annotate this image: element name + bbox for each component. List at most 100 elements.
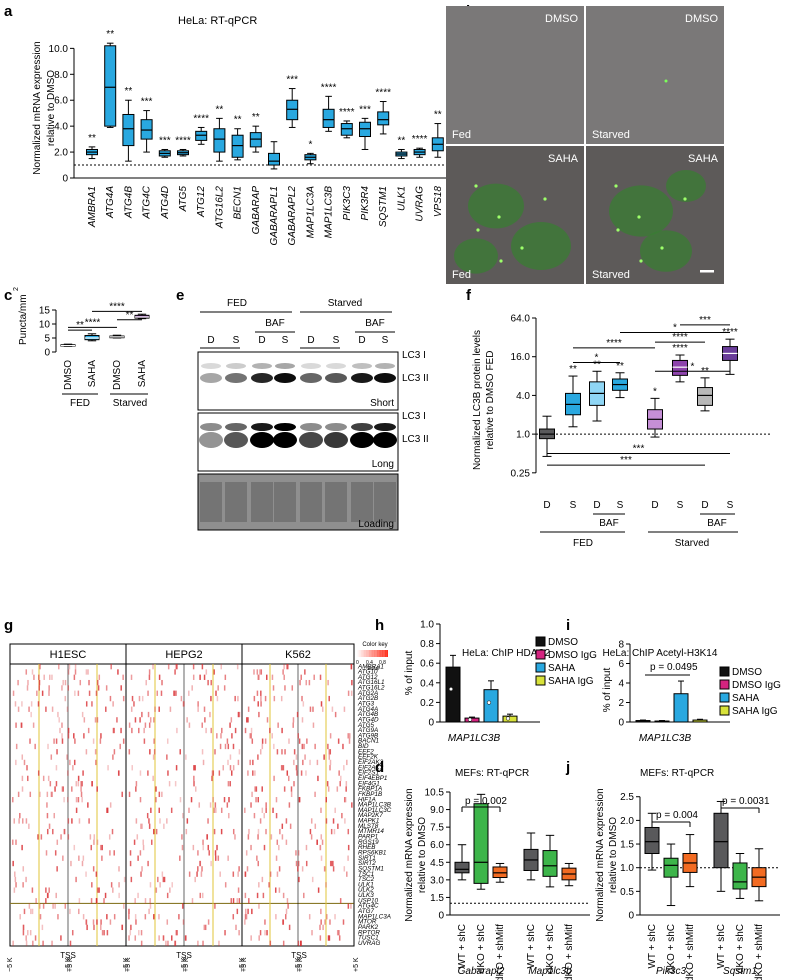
panel-f-signal-2-21-0 [287,775,290,782]
panel-e-xlabel-7: S [727,500,734,511]
panel-f-signal-0-21-1 [27,775,29,782]
panel-f-signal-1-3-2 [207,679,209,686]
panel-c-ylabel: Puncta/mm [18,294,29,345]
panel-f-signal-0-41-3 [118,882,120,888]
panel-f-signal-0-22-7 [55,781,58,787]
panel-f-signal-2-13-1 [250,733,252,739]
panel-f-signal-2-50-5 [336,930,339,936]
panel-f-signal-2-46-1 [244,908,247,915]
panel-f-signal-1-43-3 [137,892,139,899]
panel-a-box-ULK1 [395,148,408,160]
panel-f-signal-2-14-2 [348,738,351,744]
panel-a-box-ATG4B-iqr [122,113,135,147]
panel-f-signal-2-16-5 [327,749,330,755]
panel-f-signal-0-44-3 [45,898,47,904]
panel-f-signal-0-46-3 [78,908,80,915]
panel-f-signal-2-49-0 [322,924,324,931]
panel-f-signal-2-3-3 [327,679,329,686]
panel-f-signal-0-49-6 [86,924,88,931]
panel-f-signal-2-19-3 [281,765,283,771]
panel-f-signal-2-23-3 [290,786,293,792]
panel-f-signal-0-43-2 [118,892,120,899]
panel-f-gene-TUSC1: TUSC1 [358,935,379,942]
panel-c-xlabel-3: SAHA [137,360,148,388]
panel-f-signal-1-41-2 [171,882,173,888]
panel-d-header-baf-2: BAF [365,318,384,329]
panel-f-signal-0-26-0 [46,802,48,808]
panel-d-band-short-lc3ii-0 [200,373,222,383]
panel-a-xlabel-UVRAG: UVRAG [415,186,426,222]
panel-f-signal-1-23-0 [194,786,197,792]
panel-f-signal-1-22-0 [227,781,230,787]
panel-a-box-ATG5 [177,148,189,157]
panel-e-yaxis-label-0: 0.25 [511,468,531,479]
panel-f-signal-2-13-0 [271,733,273,739]
panel-a-stars-UVRAG: **** [412,134,428,145]
panel-d-label-lc3i-long: LC3 I [402,411,426,422]
panel-f-signal-1-19-1 [222,765,224,771]
panel-f-signal-2-16-4 [293,749,296,755]
panel-e-box-1 [565,375,581,428]
panel-f-signal-0-44-6 [78,898,81,904]
panel-f-signal-2-14-3 [264,738,267,744]
panel-f-signal-1-9-4 [141,711,143,718]
panel-f-signal-1-12-5 [210,727,212,734]
panel-f-gene-MAP2K7: MAP2K7 [358,812,383,819]
panel-a-stars-ATG16L2: ** [216,104,224,115]
panel-a-box-ATG4C [140,110,153,153]
panel-f-signal-2-9-0 [258,711,260,718]
panel-d-band-long-lc3ii-1 [224,432,248,448]
panel-f-signal-1-0-3 [236,664,239,670]
panel-f-signal-2-11-1 [292,722,294,728]
panel-f-signal-0-41-1 [15,882,17,888]
panel-f-signal-0-32-6 [93,834,96,840]
panel-f-signal-2-48-7 [329,919,331,925]
panel-b-cell-3-0 [609,185,673,237]
panel-j-group-0: Pik3c3 [656,966,686,977]
panel-f-signal-1-2-5 [192,674,195,680]
panel-f-signal-2-52-4 [282,940,285,946]
panel-a-box-PIK3C3 [340,120,353,139]
panel-d-band-short-lc3ii-1 [225,373,247,383]
panel-f-signal-2-30-0 [314,823,317,829]
panel-d-exposure-short: Short [370,398,394,409]
panel-f-signal-0-44-2 [103,898,105,904]
panel-f-signal-2-18-3 [302,759,304,766]
panel-f-signal-0-20-4 [117,770,120,776]
panel-f-signal-0-30-0 [28,823,30,829]
panel-f-signal-2-0-2 [283,664,285,670]
panel-e-xlabel-0: D [543,500,550,511]
panel-f-signal-2-29-3 [310,818,313,824]
panel-i-ylabel-2: relative to DMSO [417,817,428,893]
panel-f-gene-ATG16L2: ATG16L2 [357,685,385,692]
panel-f-signal-1-31-2 [213,828,216,835]
panel-f-signal-0-48-3 [85,919,88,925]
panel-i-box-0 [454,844,470,881]
panel-f-signal-2-44-1 [248,898,250,904]
panel-j-yaxis-label-5: 2.5 [620,792,634,803]
panel-e-stars-3: ** [616,361,624,372]
panel-f-signal-1-49-0 [130,924,132,931]
panel-f-signal-1-38-2 [197,866,199,872]
panel-f-signal-1-33-1 [142,839,144,845]
panel-i-xlabel-2: dKO + shMitf [495,924,506,980]
panel-d-lane-0: D [207,335,214,346]
panel-f-signal-2-51-2 [258,935,260,941]
panel-f-signal-2-15-0 [342,743,344,750]
panel-e-stars-5: **** [672,343,688,354]
panel-f-signal-2-48-0 [320,919,322,925]
panel-f-signal-2-19-5 [329,765,331,771]
panel-e-stars-2: ** [593,359,601,370]
panel-f-signal-1-25-0 [190,797,193,803]
panel-f-signal-1-33-2 [151,839,153,845]
panel-g-point-1 [467,717,473,722]
panel-a-stars-VPS18: ** [434,110,442,121]
panel-f-signal-0-40-2 [75,876,77,883]
panel-f-signal-1-32-2 [206,834,208,840]
panel-i-yaxis-label-6: 9.0 [430,805,444,816]
panel-f-signal-0-28-1 [19,812,21,819]
panel-f-signal-1-17-1 [152,754,155,760]
panel-d-lane-4: D [307,335,314,346]
panel-d-band-loading-7 [374,482,396,522]
panel-f-signal-0-7-3 [85,701,88,707]
